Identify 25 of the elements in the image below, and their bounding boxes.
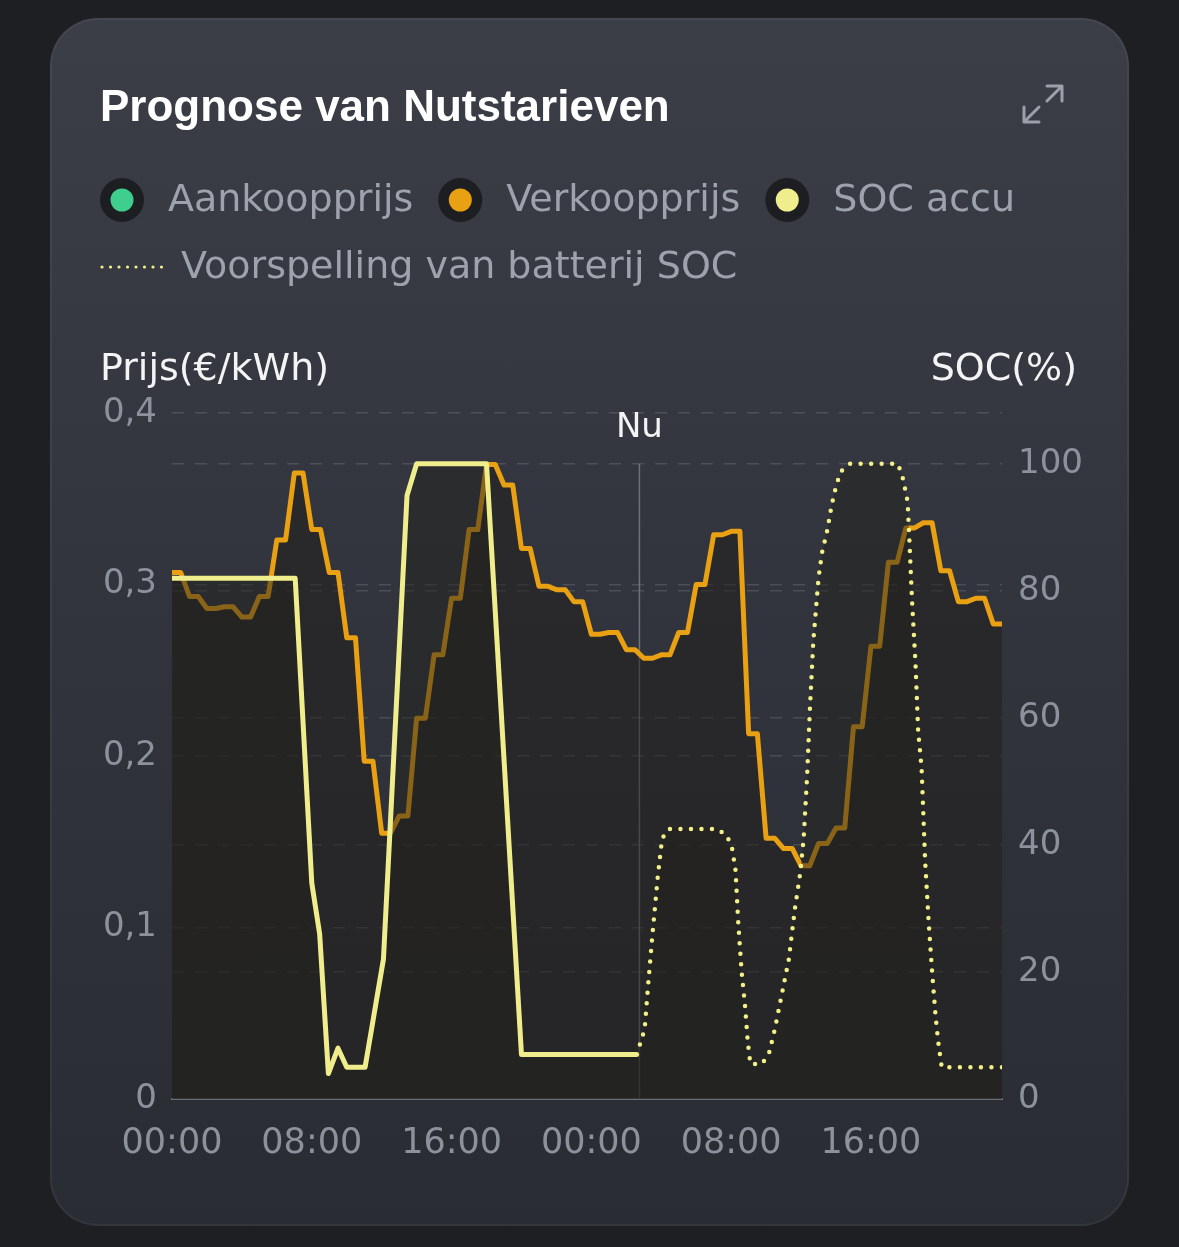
x-tick-label: 16:00 [401, 1121, 503, 1162]
legend-label: Voorspelling van batterij SOC [181, 242, 738, 287]
y2-tick-label: 60 [1018, 694, 1062, 735]
y-tick-label: 0,2 [102, 732, 157, 773]
chart-title: Prognose van Nutstarieven [100, 80, 670, 132]
y2-tick-label: 40 [1018, 821, 1062, 862]
y-tick-label: 0 [135, 1075, 157, 1116]
legend-label: SOC accu [833, 175, 1016, 220]
x-tick-label: 00:00 [121, 1121, 223, 1162]
x-tick-label: 08:00 [680, 1121, 782, 1162]
x-tick-label: 00:00 [540, 1121, 642, 1162]
y-tick-label: 0,3 [102, 561, 157, 602]
y-tick-label: 0,4 [102, 389, 157, 430]
y2-tick-label: 20 [1018, 948, 1062, 989]
y2-axis-title: SOC(%) [930, 344, 1077, 389]
ref-line-label: Nu [615, 404, 663, 445]
y2-tick-label: 0 [1018, 1075, 1040, 1116]
legend-label: Aankoopprijs [168, 175, 414, 220]
x-tick-label: 08:00 [261, 1121, 363, 1162]
x-tick-label: 16:00 [820, 1121, 922, 1162]
y-tick-label: 0,1 [102, 904, 157, 945]
y-axis-title: Prijs(€/kWh) [100, 344, 330, 389]
legend-label: Verkoopprijs [506, 175, 741, 220]
y2-tick-label: 100 [1018, 440, 1083, 481]
y2-tick-label: 80 [1018, 567, 1062, 608]
